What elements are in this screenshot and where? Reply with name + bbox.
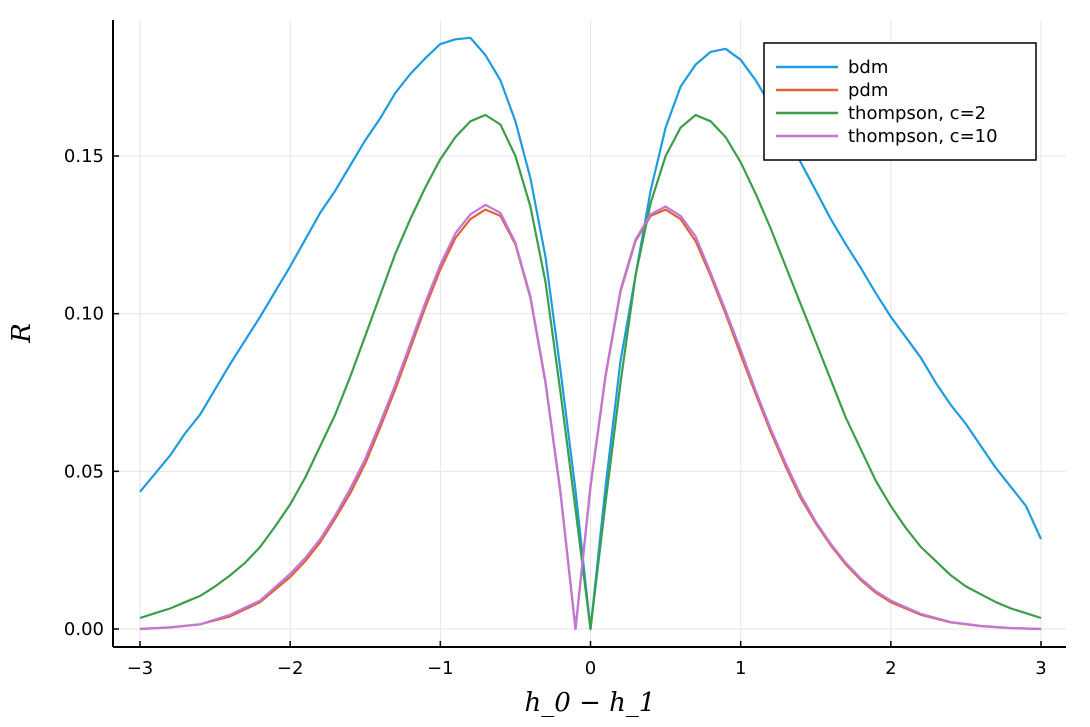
- series-line-thompson-c-2: [139, 113, 1042, 631]
- legend-label-thompson-c-10: thompson, c=10: [848, 126, 998, 147]
- x-axis-label: h_0 − h_1: [525, 688, 656, 718]
- y-tick-label: 0.00: [64, 619, 104, 640]
- series-line-bdm: [139, 36, 1043, 631]
- x-tick-label: 2: [885, 658, 896, 679]
- y-axis-label: R: [7, 323, 37, 344]
- y-tick-label: 0.05: [64, 461, 104, 482]
- legend-box: [763, 42, 1037, 161]
- axes: [112, 20, 1066, 648]
- x-tick-label: −1: [427, 658, 454, 679]
- y-ticks: 0.00 0.05 0.10 0.15: [64, 146, 119, 640]
- x-tick-label: 3: [1035, 658, 1046, 679]
- x-tick-label: −3: [127, 658, 154, 679]
- x-ticks: −3 −2 −1 0 1 2 3: [127, 641, 1047, 679]
- series-group: [139, 36, 1043, 631]
- x-tick-label: 0: [585, 658, 596, 679]
- y-tick-label: 0.15: [64, 146, 104, 167]
- legend-label-bdm: bdm: [848, 57, 888, 78]
- x-tick-label: −2: [277, 658, 304, 679]
- series-line-thompson-c-10: [139, 203, 1042, 631]
- x-tick-label: 1: [735, 658, 746, 679]
- legend-label-pdm: pdm: [848, 80, 888, 101]
- legend-label-thompson-c-2: thompson, c=2: [848, 103, 986, 124]
- y-tick-label: 0.10: [64, 304, 104, 325]
